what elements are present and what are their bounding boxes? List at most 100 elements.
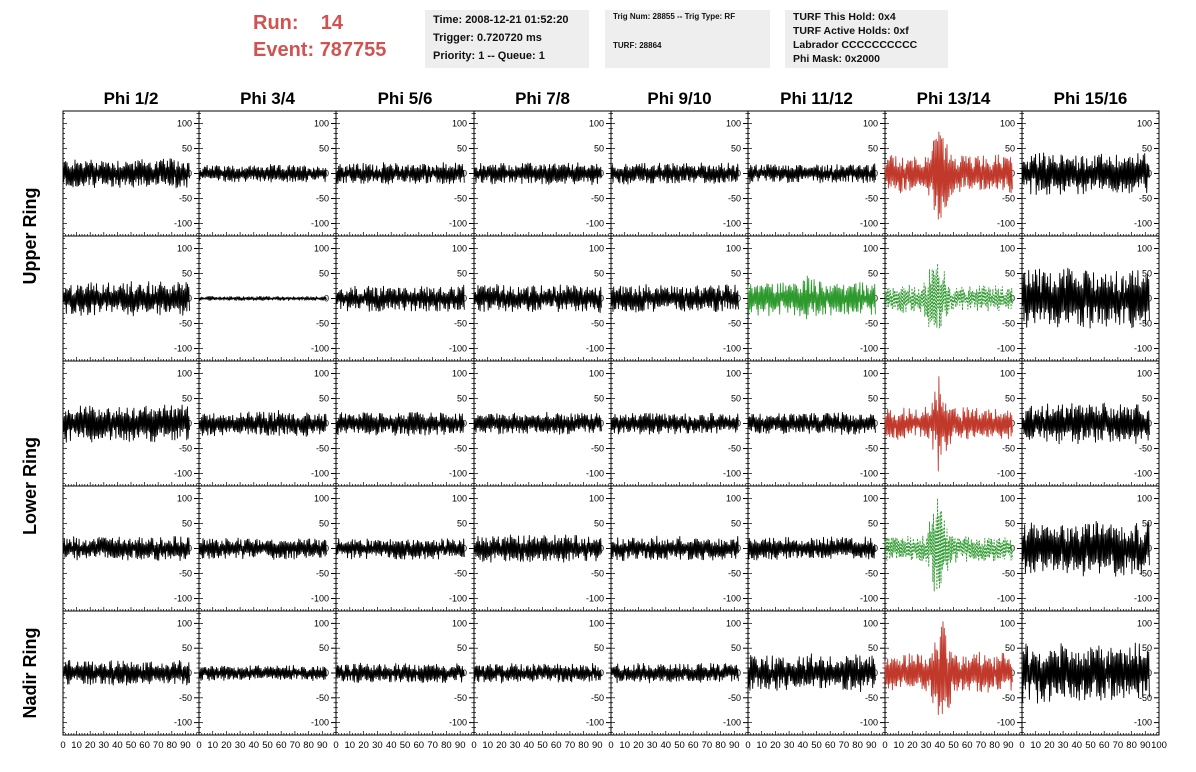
waveform-trace	[62, 158, 190, 189]
x-tick-label: 80	[1126, 740, 1137, 751]
x-tick-label: 10	[482, 740, 493, 751]
y-tick-label: 50	[319, 144, 329, 154]
y-tick-label: 0	[1010, 169, 1015, 179]
y-tick-label: 0	[462, 668, 467, 678]
y-tick-label: -100	[1134, 594, 1152, 604]
waveform-trace	[198, 164, 327, 183]
y-tick-label: -50	[865, 194, 878, 204]
y-tick-label: 100	[863, 369, 878, 379]
y-tick-label: 50	[457, 144, 467, 154]
waveform-trace	[610, 663, 739, 684]
y-tick-label: 50	[319, 643, 329, 653]
y-tick-label: -50	[316, 693, 329, 703]
waveform-trace	[747, 653, 876, 693]
waveform-trace	[884, 263, 1013, 329]
y-tick-label: -100	[174, 219, 192, 229]
y-tick-label: 100	[1137, 618, 1152, 628]
x-tick-label: 40	[935, 740, 946, 751]
y-tick-label: 50	[182, 643, 192, 653]
waveform-trace	[884, 621, 1013, 715]
event-value: 787755	[319, 39, 387, 61]
y-tick-label: 50	[182, 394, 192, 404]
waveform-trace	[1021, 267, 1150, 329]
y-tick-label: 100	[452, 494, 467, 504]
x-tick-label: 90	[592, 740, 603, 751]
y-tick-label: -100	[174, 594, 192, 604]
waveform-trace	[198, 410, 327, 437]
x-tick-label: 50	[400, 740, 411, 751]
x-tick-label: 0	[471, 740, 476, 751]
column-title: Phi 3/4	[240, 89, 295, 108]
x-tick-label: 20	[358, 740, 369, 751]
y-tick-label: 0	[462, 294, 467, 304]
y-tick-label: -100	[1134, 219, 1152, 229]
x-tick-label: 80	[167, 740, 178, 751]
y-tick-label: 100	[1137, 119, 1152, 129]
x-tick-label: 80	[852, 740, 863, 751]
x-tick-label: 60	[962, 740, 973, 751]
y-tick-label: -50	[728, 319, 741, 329]
x-tick-label: 0	[882, 740, 887, 751]
y-tick-label: 100	[589, 119, 604, 129]
phi-mask-text: Phi Mask: 0x2000	[793, 53, 880, 65]
y-tick-label: 100	[589, 618, 604, 628]
waveform-trace	[473, 662, 602, 684]
x-tick-label: 60	[414, 740, 425, 751]
y-tick-label: 100	[1000, 494, 1015, 504]
run-label: Run:	[253, 12, 299, 34]
waveform-trace	[1021, 152, 1150, 195]
y-tick-label: 50	[182, 144, 192, 154]
y-tick-label: -50	[865, 444, 878, 454]
y-tick-label: -100	[174, 718, 192, 728]
y-tick-label: 100	[589, 369, 604, 379]
x-tick-label: 40	[112, 740, 123, 751]
y-tick-label: -50	[454, 569, 467, 579]
waveform-trace	[335, 411, 465, 436]
x-tick-label: 30	[372, 740, 383, 751]
x-tick-label: 90	[317, 740, 328, 751]
x-tick-label: 70	[565, 740, 576, 751]
y-tick-label: 50	[594, 394, 604, 404]
waveform-trace	[473, 162, 602, 186]
y-tick-label: -50	[591, 569, 604, 579]
waveform-trace	[335, 284, 465, 312]
y-tick-label: 50	[319, 269, 329, 279]
y-tick-label: 50	[731, 269, 741, 279]
y-tick-label: -100	[997, 219, 1015, 229]
y-tick-label: 0	[1010, 668, 1015, 678]
y-tick-label: 100	[314, 618, 329, 628]
y-tick-label: -50	[1139, 444, 1152, 454]
y-tick-label: 50	[1142, 519, 1152, 529]
y-tick-label: 100	[1000, 244, 1015, 254]
x-tick-label: 60	[139, 740, 150, 751]
y-tick-label: -100	[586, 718, 604, 728]
time-info-box: Time: 2008-12-21 01:52:20 Trigger: 0.720…	[425, 10, 589, 68]
x-tick-label: 40	[798, 740, 809, 751]
turf-info-box: TURF This Hold: 0x4 TURF Active Holds: 0…	[785, 10, 948, 68]
y-tick-label: -50	[316, 319, 329, 329]
y-tick-label: 50	[868, 643, 878, 653]
y-tick-label: 50	[1005, 394, 1015, 404]
y-tick-label: -100	[449, 469, 467, 479]
y-tick-label: -50	[454, 693, 467, 703]
y-tick-label: -100	[311, 344, 329, 354]
y-tick-label: -100	[723, 219, 741, 229]
y-tick-label: -50	[1002, 194, 1015, 204]
y-tick-label: 100	[1000, 369, 1015, 379]
x-tick-label: 40	[386, 740, 397, 751]
y-tick-label: -100	[586, 469, 604, 479]
turf-hold-text: TURF This Hold: 0x4	[793, 11, 896, 23]
x-tick-label: 90	[866, 740, 877, 751]
x-tick-label: 50	[674, 740, 685, 751]
y-tick-label: 100	[1000, 119, 1015, 129]
y-tick-label: 100	[863, 494, 878, 504]
x-tick-label: 70	[290, 740, 301, 751]
x-tick-label: 50	[811, 740, 822, 751]
y-tick-label: -100	[997, 594, 1015, 604]
y-tick-label: -50	[591, 319, 604, 329]
trig-info-box: Trig Num: 28855 -- Trig Type: RF TURF: 2…	[605, 10, 770, 68]
y-tick-label: 100	[726, 494, 741, 504]
y-tick-label: -100	[174, 344, 192, 354]
y-tick-label: -100	[449, 219, 467, 229]
waveform-trace	[1021, 402, 1150, 445]
